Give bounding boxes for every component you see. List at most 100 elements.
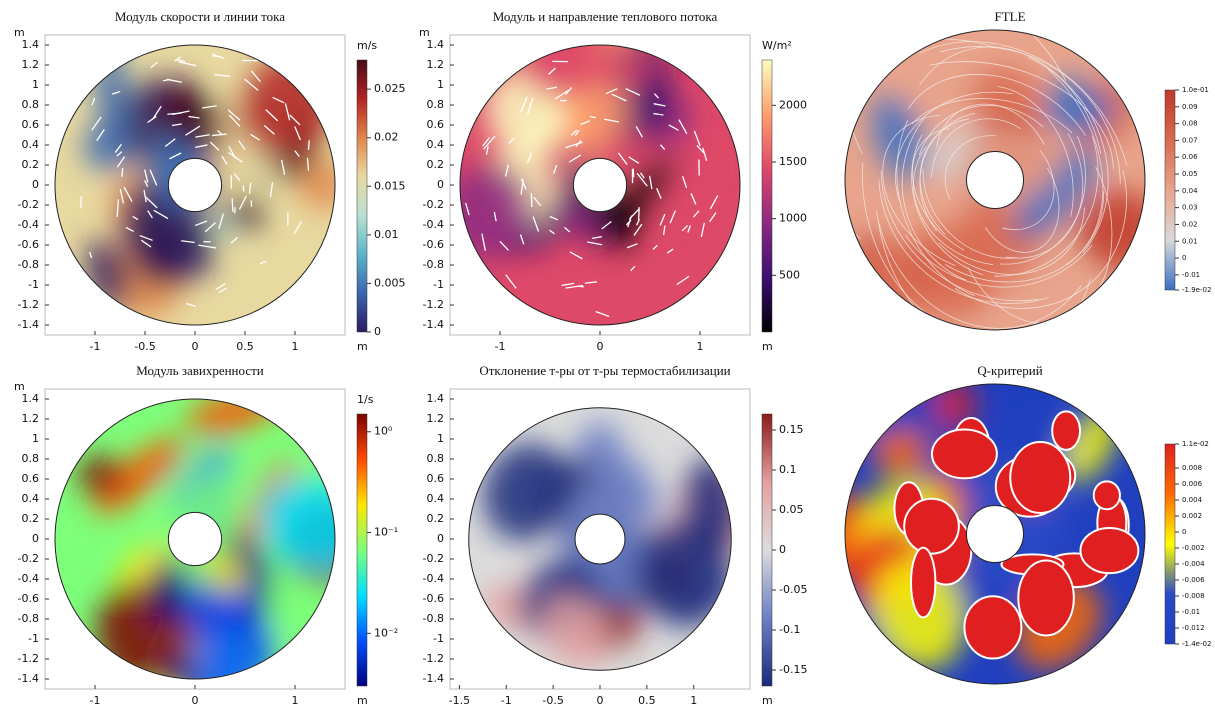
contour bbox=[904, 499, 959, 554]
panel-title: Q-критерий bbox=[977, 363, 1042, 378]
y-tick-label: -0.8 bbox=[18, 258, 39, 271]
y-tick-label: 0.4 bbox=[427, 492, 445, 505]
y-tick-label: 0 bbox=[32, 532, 39, 545]
y-tick-label: -0.6 bbox=[18, 592, 39, 605]
colorbar-label: m/s bbox=[357, 39, 377, 52]
colorbar-tick-label: 0.1 bbox=[779, 463, 797, 476]
colorbar-tick-label: 0.015 bbox=[374, 179, 406, 192]
x-axis-label: m bbox=[357, 340, 368, 353]
colorbar-tick-label: -0.01 bbox=[1182, 608, 1200, 616]
y-tick-label: -1.2 bbox=[18, 298, 39, 311]
y-tick-label: -1.4 bbox=[423, 672, 444, 685]
contour bbox=[1094, 481, 1120, 509]
y-tick-label: -1.4 bbox=[18, 672, 39, 685]
y-tick-label: -0.2 bbox=[18, 198, 39, 211]
y-tick-label: 1.4 bbox=[22, 38, 40, 51]
y-tick-label: -1.4 bbox=[18, 318, 39, 331]
inner-hole bbox=[573, 158, 626, 211]
panel-title: Отклонение т-ры от т-ры термостабилизаци… bbox=[479, 363, 730, 378]
y-tick-label: 0.6 bbox=[427, 118, 445, 131]
y-tick-label: 1.4 bbox=[427, 38, 445, 51]
y-tick-label: 0.4 bbox=[22, 492, 40, 505]
x-tick-label: 0.5 bbox=[638, 694, 656, 707]
panel-title: Модуль скорости и линии тока bbox=[115, 9, 285, 24]
colorbar-tick-label: -0.15 bbox=[779, 663, 807, 676]
y-tick-label: 0.8 bbox=[427, 452, 445, 465]
colorbar-tick-label: 0.02 bbox=[374, 131, 399, 144]
colorbar-tick-label: 0.15 bbox=[779, 423, 804, 436]
y-tick-label: -1 bbox=[28, 278, 39, 291]
x-tick-label: -1 bbox=[90, 340, 101, 353]
y-tick-label: 0.2 bbox=[427, 512, 445, 525]
contour bbox=[1052, 411, 1080, 449]
y-tick-label: 0.2 bbox=[22, 512, 40, 525]
panel: Q-критерий1.1e-020.0080.0060.0040.0020-0… bbox=[791, 360, 1215, 687]
y-tick-label: -0.6 bbox=[423, 238, 444, 251]
colorbar-tick-label: 1000 bbox=[779, 212, 807, 225]
x-tick-label: -0.5 bbox=[134, 340, 155, 353]
inner-hole bbox=[168, 158, 221, 211]
y-tick-label: -0.4 bbox=[18, 572, 39, 585]
x-tick-label: -1 bbox=[90, 694, 101, 707]
x-tick-label: -1 bbox=[501, 694, 512, 707]
colorbar-tick-label: 0.04 bbox=[1182, 187, 1198, 195]
colorbar-tick-label: -1.9e-02 bbox=[1182, 286, 1211, 294]
y-tick-label: 0.2 bbox=[427, 158, 445, 171]
y-tick-label: 1 bbox=[32, 432, 39, 445]
flow-arrow bbox=[243, 185, 244, 191]
colorbar-tick-label: -1.4e-02 bbox=[1182, 640, 1211, 648]
colorbar-tick-label: 1.0e-01 bbox=[1182, 86, 1209, 94]
colorbar-tick-label: 0.002 bbox=[1182, 512, 1202, 520]
colorbar bbox=[357, 60, 367, 332]
x-tick-label: -0.5 bbox=[542, 694, 563, 707]
field-image bbox=[55, 382, 389, 708]
contour bbox=[1010, 442, 1070, 513]
y-tick-label: 1 bbox=[32, 78, 39, 91]
x-tick-label: 1 bbox=[292, 694, 299, 707]
flow-arrow bbox=[235, 207, 236, 213]
colorbar-tick-label: 2000 bbox=[779, 98, 807, 111]
colorbar-tick-label: 0.08 bbox=[1182, 120, 1198, 128]
colorbar-tick-label: 500 bbox=[779, 268, 800, 281]
contour bbox=[911, 548, 935, 618]
y-tick-label: 1.2 bbox=[427, 412, 445, 425]
colorbar-tick-label: 0.06 bbox=[1182, 153, 1198, 161]
y-tick-label: 0 bbox=[437, 532, 444, 545]
y-tick-label: -1.2 bbox=[18, 652, 39, 665]
colorbar-tick-label: -0.006 bbox=[1182, 576, 1205, 584]
colorbar-tick-label: 0.005 bbox=[374, 276, 406, 289]
y-tick-label: -1 bbox=[433, 632, 444, 645]
colorbar-tick-label: -0.004 bbox=[1182, 560, 1205, 568]
colorbar-tick-label: -0.01 bbox=[1182, 271, 1200, 279]
y-axis-label: m bbox=[14, 380, 25, 393]
y-tick-label: -0.6 bbox=[423, 592, 444, 605]
y-tick-label: 1 bbox=[437, 432, 444, 445]
colorbar-tick-label: 10⁰ bbox=[374, 425, 393, 438]
colorbar-tick-label: 10⁻¹ bbox=[374, 526, 398, 539]
y-axis-label: m bbox=[419, 26, 430, 39]
contour bbox=[964, 596, 1021, 658]
y-tick-label: 0.2 bbox=[22, 158, 40, 171]
colorbar bbox=[1165, 90, 1175, 290]
panel-title: FTLE bbox=[994, 9, 1025, 24]
colorbar-tick-label: 0.01 bbox=[374, 228, 399, 241]
y-tick-label: -0.2 bbox=[423, 198, 444, 211]
y-tick-label: 0.8 bbox=[22, 452, 40, 465]
colorbar-tick-label: 1500 bbox=[779, 155, 807, 168]
x-tick-label: 0 bbox=[597, 694, 604, 707]
colorbar-tick-label: 10⁻² bbox=[374, 626, 398, 639]
figure: Модуль скорости и линии тока -1 -0.5 0 0.5 1 -… bbox=[0, 0, 1215, 708]
colorbar-tick-label: 0.008 bbox=[1182, 464, 1202, 472]
colorbar-tick-label: 0.05 bbox=[1182, 170, 1198, 178]
panel: Отклонение т-ры от т-ры термостабилизаци… bbox=[423, 363, 808, 707]
panel: Модуль завихренности-101-1.4-1.2-1-0.8-0… bbox=[14, 363, 398, 708]
colorbar bbox=[1165, 444, 1175, 644]
colorbar-tick-label: 0.03 bbox=[1182, 204, 1198, 212]
y-tick-label: 1.2 bbox=[427, 58, 445, 71]
y-tick-label: 0.4 bbox=[22, 138, 40, 151]
y-tick-label: 0.6 bbox=[22, 118, 40, 131]
colorbar-tick-label: 0.004 bbox=[1182, 496, 1203, 504]
y-tick-label: 1.2 bbox=[22, 412, 40, 425]
